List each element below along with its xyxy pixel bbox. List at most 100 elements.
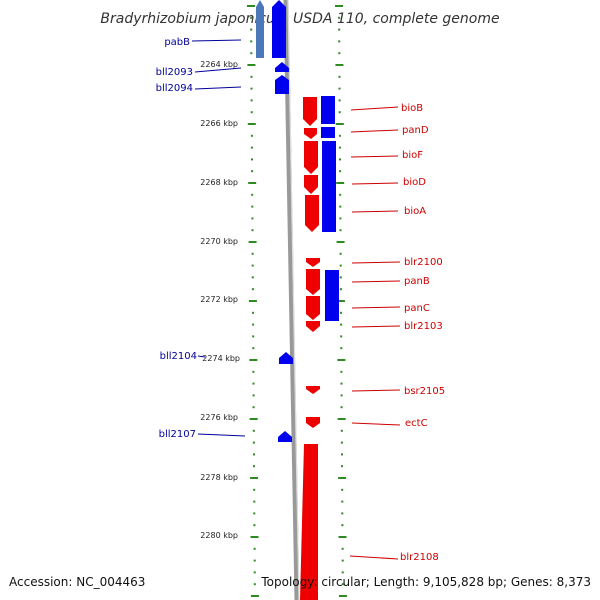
gene-label-panB[interactable]: panB xyxy=(404,276,430,287)
gene-forward-blr2108-arrow[interactable] xyxy=(300,444,318,600)
map-title: Bradyrhizobium japonicum USDA 110, compl… xyxy=(100,11,499,27)
right-column-minor-tick xyxy=(340,347,343,350)
left-column-minor-tick xyxy=(250,40,253,43)
right-column-minor-tick xyxy=(341,571,344,574)
gene-forward-blr2103-arrow[interactable] xyxy=(306,321,320,332)
right-column-minor-tick xyxy=(341,500,344,503)
left-column-minor-tick xyxy=(250,134,253,137)
leader-bioD xyxy=(351,182,399,185)
gene-forward-bioB-arrow[interactable] xyxy=(303,97,317,126)
tick-label-2270: 2270 kbp xyxy=(200,237,238,246)
right-column-minor-tick xyxy=(340,429,343,432)
gene-forward-bioF-arrow[interactable] xyxy=(304,141,318,174)
tick-label-2266: 2266 kbp xyxy=(200,119,238,128)
right-column-minor-tick xyxy=(339,217,342,220)
track2-block-3 xyxy=(322,141,336,232)
gene-reverse-bll2094-arrow[interactable] xyxy=(275,75,289,94)
gene-label-panD[interactable]: panD xyxy=(402,125,429,136)
right-column-minor-tick xyxy=(340,394,343,397)
left-column-minor-tick xyxy=(253,488,256,491)
gene-forward-bioA-arrow[interactable] xyxy=(305,195,319,232)
gene-reverse-pabB-arrow[interactable] xyxy=(256,0,264,58)
leader-bll2107 xyxy=(197,433,246,437)
accession-text: Accession: NC_004463 xyxy=(9,575,145,589)
gene-forward-panB-arrow[interactable] xyxy=(306,269,320,295)
right-column-minor-tick xyxy=(338,16,341,19)
gene-forward-panD-arrow[interactable] xyxy=(304,128,317,139)
tick-column-left xyxy=(247,5,259,597)
left-column-minor-tick xyxy=(250,75,253,78)
left-column-minor-tick xyxy=(251,170,254,173)
left-column-minor-tick xyxy=(253,500,256,503)
left-column-minor-tick xyxy=(251,193,254,196)
right-column-major-tick xyxy=(337,359,346,361)
left-column-minor-tick xyxy=(250,28,253,31)
left-column-major-tick xyxy=(250,477,259,479)
right-column-minor-tick xyxy=(340,382,343,385)
left-column-minor-tick xyxy=(250,87,253,90)
gene-reverse-bll2104-arrow[interactable] xyxy=(279,352,293,364)
tick-label-2280: 2280 kbp xyxy=(200,531,238,540)
left-column-minor-tick xyxy=(253,524,256,527)
left-column-minor-tick xyxy=(253,465,255,468)
tick-column-right xyxy=(335,5,347,597)
gene-label-blr2100[interactable]: blr2100 xyxy=(404,257,443,268)
gene-label-pabB[interactable]: pabB xyxy=(164,37,190,48)
gene-label-bll2093[interactable]: bll2093 xyxy=(156,67,193,78)
left-column-major-tick xyxy=(249,418,258,420)
leader-bioA xyxy=(351,210,399,213)
left-column-minor-tick xyxy=(251,229,254,232)
leader-panD xyxy=(350,129,399,133)
gene-reverse-pabB-arrow-2[interactable] xyxy=(272,0,286,58)
leader-bll2094 xyxy=(194,86,242,90)
gene-label-bll2104[interactable]: bll2104 xyxy=(160,351,197,362)
gene-label-bll2107[interactable]: bll2107 xyxy=(159,429,196,440)
left-column-minor-tick xyxy=(250,16,253,19)
gene-label-bioD[interactable]: bioD xyxy=(403,177,426,188)
gene-reverse-bll2107-arrow[interactable] xyxy=(278,431,292,442)
gene-forward-bioD-arrow[interactable] xyxy=(304,175,318,194)
right-column-major-tick xyxy=(335,123,344,125)
gene-forward-panC-arrow[interactable] xyxy=(306,296,320,320)
right-column-minor-tick xyxy=(341,559,344,562)
right-column-minor-tick xyxy=(341,465,343,468)
left-column-minor-tick xyxy=(251,264,254,267)
gene-label-bioA[interactable]: bioA xyxy=(404,206,426,217)
left-column-minor-tick xyxy=(251,158,253,161)
left-column-minor-tick xyxy=(252,370,255,373)
right-column-major-tick xyxy=(335,64,344,66)
gene-label-ectC[interactable]: ectC xyxy=(405,418,428,429)
right-column-minor-tick xyxy=(339,264,342,267)
gene-label-blr2108[interactable]: blr2108 xyxy=(400,552,439,563)
leader-bioB xyxy=(350,106,399,111)
track2-block-1 xyxy=(321,96,335,124)
right-column-minor-tick xyxy=(339,276,342,279)
gene-label-bll2094[interactable]: bll2094 xyxy=(156,83,193,94)
left-column-minor-tick xyxy=(252,311,254,314)
tick-label-2272: 2272 kbp xyxy=(200,295,238,304)
right-column-minor-tick xyxy=(339,158,341,161)
left-column-minor-tick xyxy=(252,335,255,338)
gene-label-bioF[interactable]: bioF xyxy=(402,150,423,161)
right-column-minor-tick xyxy=(339,205,342,208)
left-column-major-tick xyxy=(248,241,257,243)
left-column-major-tick xyxy=(249,359,258,361)
gene-reverse-bll2093-arrow[interactable] xyxy=(275,62,289,72)
right-column-major-tick xyxy=(338,595,347,597)
forward-strand-features xyxy=(300,97,320,600)
left-column-minor-tick xyxy=(251,288,254,291)
gene-forward-ectC-arrow[interactable] xyxy=(306,417,320,428)
gene-label-panC[interactable]: panC xyxy=(404,303,430,314)
right-column-minor-tick xyxy=(338,111,341,114)
left-column-minor-tick xyxy=(253,453,255,456)
gene-label-blr2103[interactable]: blr2103 xyxy=(404,321,443,332)
gene-forward-bsr2105-arrow[interactable] xyxy=(306,386,320,394)
right-column-major-tick xyxy=(336,300,345,302)
tick-label-2274: 2274 kbp xyxy=(202,354,240,363)
gene-label-bsr2105[interactable]: bsr2105 xyxy=(404,386,445,397)
right-column-major-tick xyxy=(335,5,343,7)
left-column-minor-tick xyxy=(250,111,253,114)
gene-forward-blr2100-arrow[interactable] xyxy=(306,258,320,267)
left-column-minor-tick xyxy=(252,406,255,409)
gene-label-bioB[interactable]: bioB xyxy=(401,103,423,114)
